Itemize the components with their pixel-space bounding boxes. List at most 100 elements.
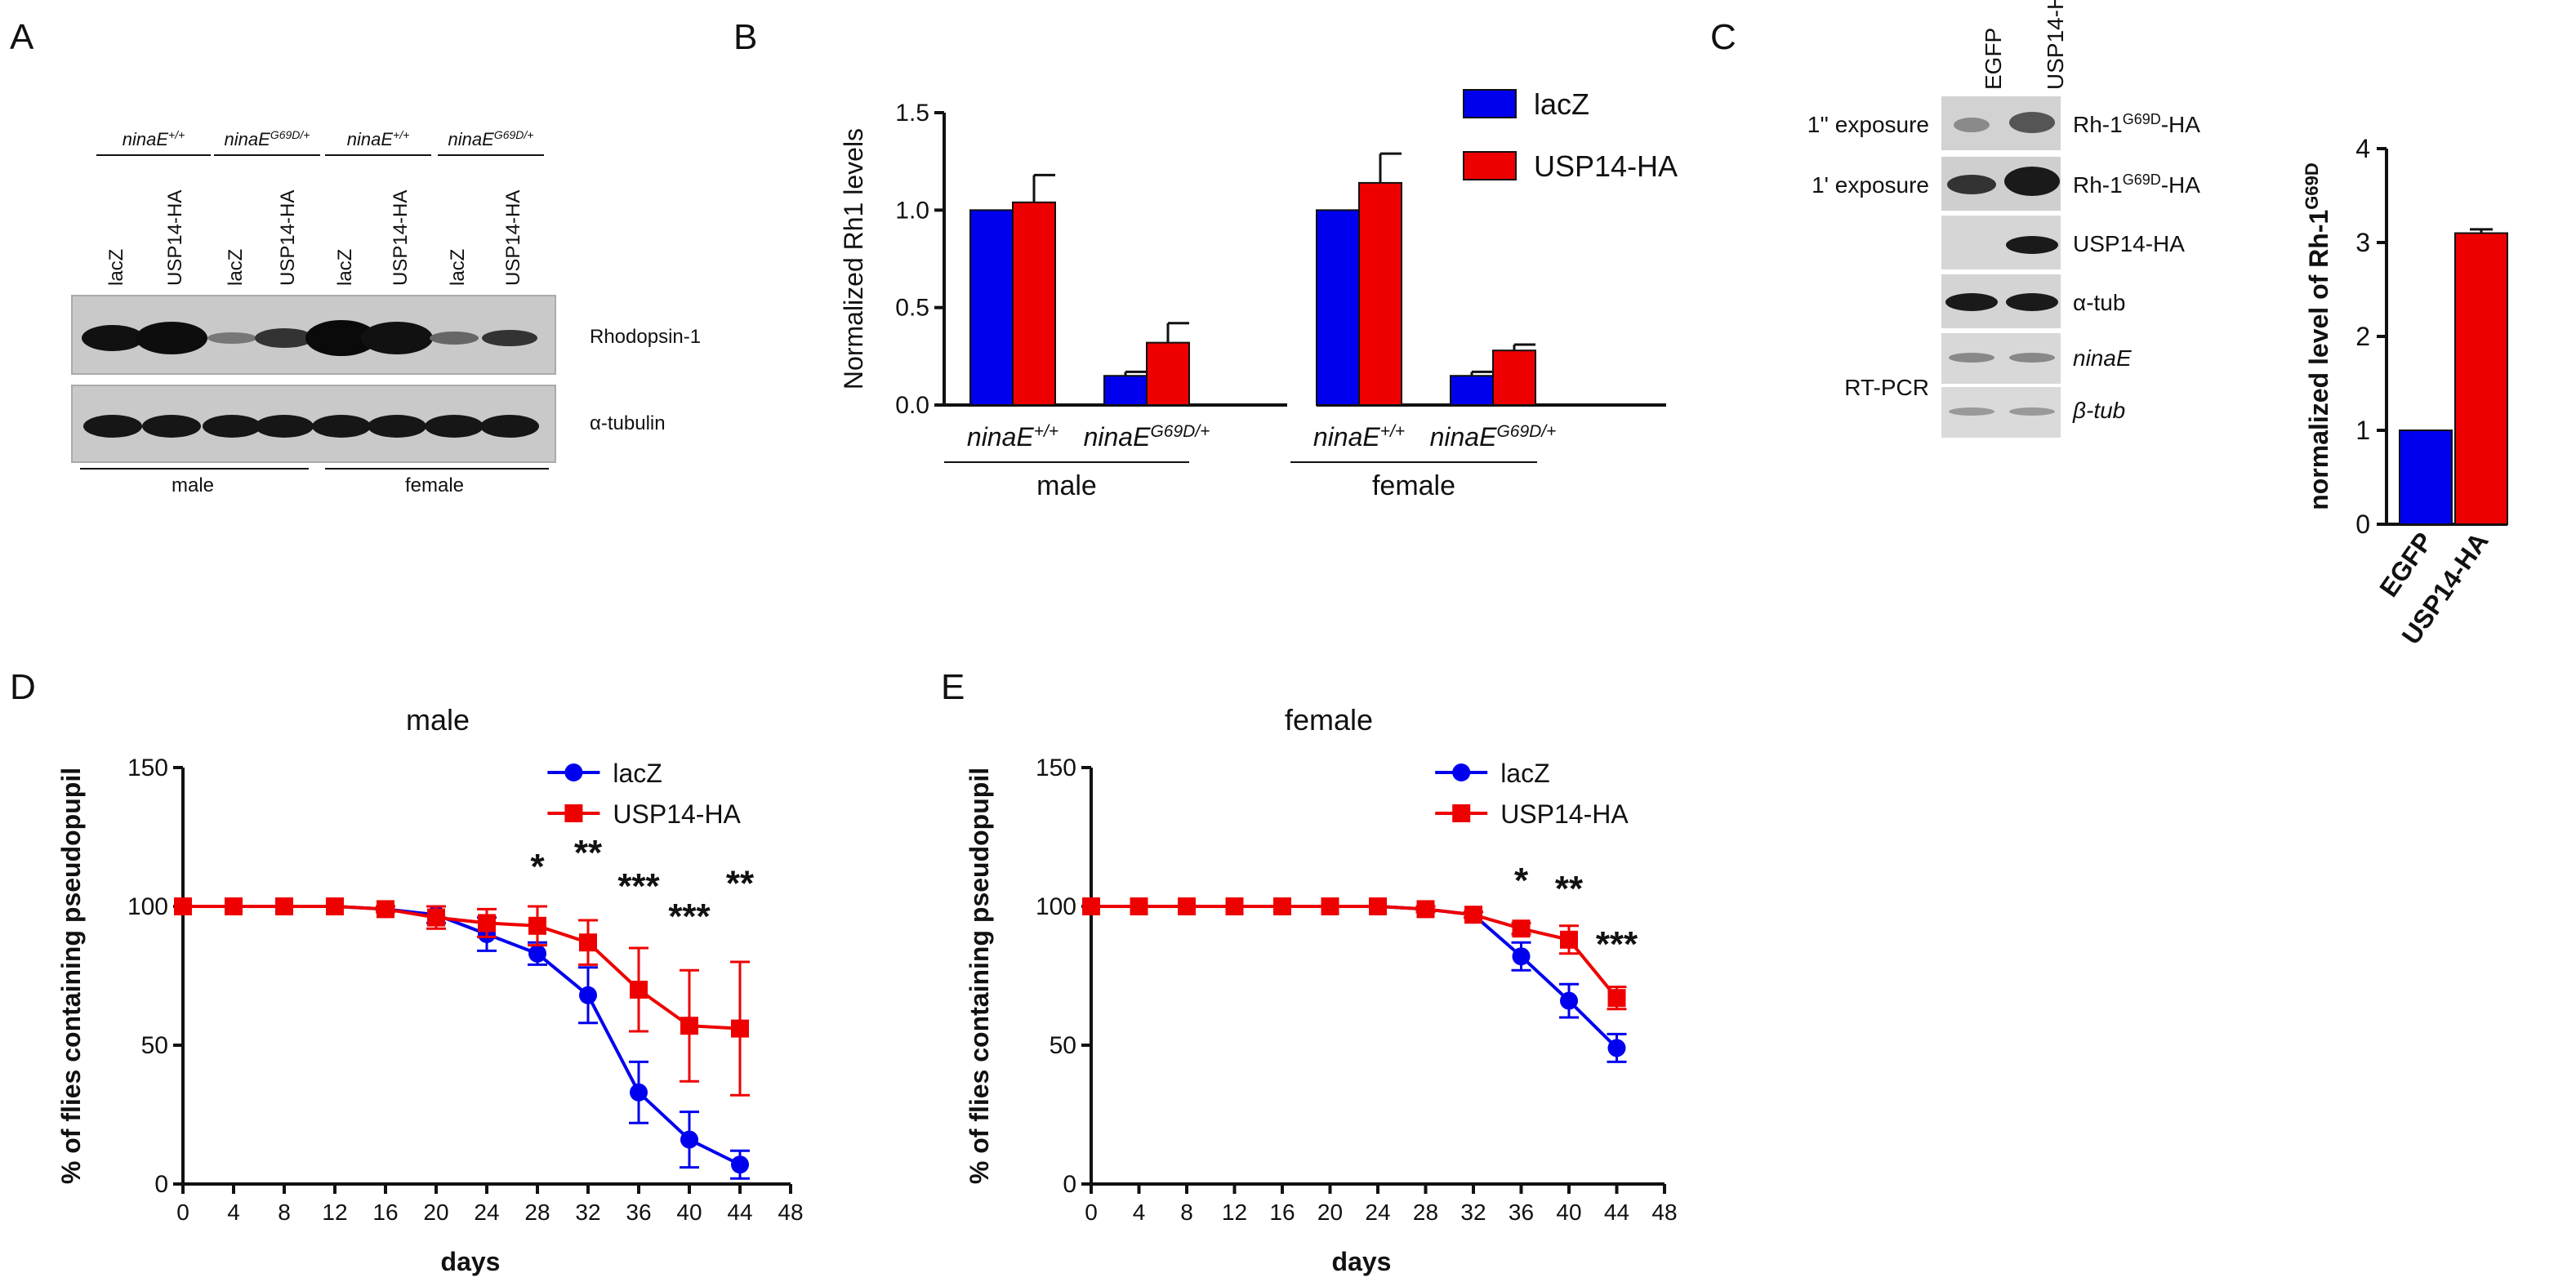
blot-c-right-label: β-tub [2072,398,2125,423]
y-tick-label: 3 [2355,228,2370,257]
blot-c-band [1945,293,1998,311]
chart-title: female [1285,703,1373,737]
y-tick-label: 1.5 [895,100,929,127]
marker-square [1560,930,1578,949]
significance-mark: ** [574,833,603,873]
marker-square [225,897,243,915]
rhodopsin-band [255,328,314,348]
marker-square [326,897,344,915]
marker-circle [680,1130,698,1149]
legend-label: lacZ [1500,759,1549,788]
y-tick-label: 0 [1063,1171,1076,1198]
legend-swatch [1463,151,1517,180]
tubulin-band [203,415,261,438]
genotype-header-sup: +/+ [168,128,185,141]
x-tick-label: 44 [727,1200,752,1225]
y-tick-label: 0 [154,1171,168,1198]
marker-square [630,981,648,999]
tubulin-band [425,415,484,438]
blot-c-right-label: α-tub [2073,290,2125,315]
blot-c-lane-usp14: USP14-HA [2043,0,2068,90]
significance-mark: ** [726,863,755,903]
genotype-header: ninaE+/+ [347,128,410,149]
marker-square [1416,900,1435,919]
y-tick-label: 100 [1036,893,1076,920]
x-category-label-sup: +/+ [1380,422,1405,441]
y-axis-label: Normalized Rh1 levels [839,128,868,389]
blot-c-left-label: RT-PCR [1844,375,1929,400]
blot-c-band [1954,118,1990,132]
rhodopsin-band [305,320,377,356]
legend-label: USP14-HA [613,799,741,829]
series-line-usp14-ha [1091,905,1619,999]
bar-usp14-ha [1012,201,1056,406]
bar-lacz [1103,375,1148,407]
panel-a-western-blot: A ninaE+/+ ninaEG69D/+ ninaE+/+ ninaEG69D/+… [10,17,701,496]
rhodopsin-band [361,322,433,354]
lane-label: lacZ [447,249,469,286]
x-tick-label: 48 [778,1200,803,1225]
marker-square [1178,897,1196,915]
lane-label: USP14-HA [277,190,299,286]
sex-label-male: male [172,474,214,496]
rhodopsin-band [207,332,256,344]
x-tick-label: 12 [1222,1200,1247,1225]
marker-square [731,1019,749,1038]
significance-mark: *** [668,897,711,937]
x-tick-label: 16 [372,1200,398,1225]
lane-label: USP14-HA [164,190,186,286]
x-tick-label: 24 [1365,1200,1390,1225]
x-tick-label: 20 [1317,1200,1343,1225]
panel-letter-d: D [10,667,36,707]
blot-c-right-label: ninaE [2073,345,2132,371]
y-tick-label: 0 [2355,510,2370,539]
group-label: male [1036,470,1097,501]
blot-c-band [2009,112,2055,133]
bar-usp14-ha [1358,181,1402,406]
lane-label: USP14-HA [502,190,524,286]
legend-label: USP14-HA [1534,149,1678,183]
blot-c-right-label-suffix: -HA [2161,172,2201,198]
chart-title: male [406,703,470,737]
y-tick-label: 4 [2355,134,2370,163]
x-tick-label: 4 [1133,1200,1146,1225]
blot-c-right-label: Rh-1G69D-HA [2073,171,2200,198]
x-tick-label: 36 [1509,1200,1534,1225]
legend-marker [564,763,583,781]
genotype-header-base: ninaE [347,129,394,149]
legend-swatch [1463,89,1517,118]
marker-square [1273,897,1291,915]
legend-marker [1452,804,1471,822]
blot-c-band [2009,353,2055,363]
panel-letter-c: C [1710,17,1736,57]
marker-square [680,1017,698,1035]
blot-c-band [1947,175,1996,194]
x-tick-label: 12 [322,1200,347,1225]
bar-lacz [1450,375,1494,407]
marker-square [427,908,445,927]
x-category-label-base: ninaE [1430,422,1498,452]
legend-label: USP14-HA [1500,799,1629,829]
marker-square [528,916,546,935]
x-tick-label: 40 [1556,1200,1581,1225]
bar-usp14-ha [1146,341,1190,407]
series-line-lacz [1091,905,1618,1049]
x-axis-label: days [1332,1247,1392,1276]
genotype-header: ninaE+/+ [123,128,185,149]
genotype-header-sup: G69D/+ [270,128,310,141]
x-category-label-base: ninaE [1084,422,1152,452]
x-axis-label: days [441,1247,501,1276]
marker-square [1321,897,1339,915]
blot-c-band [2004,167,2060,196]
x-tick-label: 16 [1269,1200,1295,1225]
marker-circle [731,1155,749,1174]
significance-mark: *** [1596,924,1638,964]
rhodopsin-band [430,332,479,345]
marker-circle [630,1083,648,1102]
marker-square [1464,906,1482,924]
bar-usp14-ha [1492,349,1536,407]
tubulin-band [312,415,371,438]
x-tick-label: 32 [575,1200,600,1225]
